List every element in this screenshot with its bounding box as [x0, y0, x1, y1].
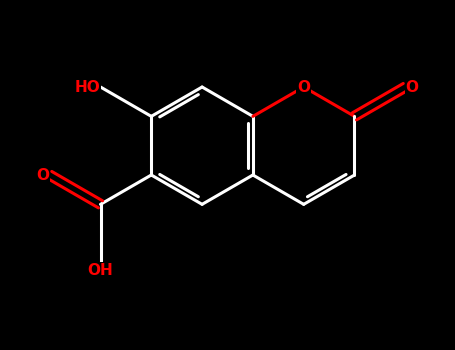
Text: HO: HO: [75, 79, 101, 94]
Text: O: O: [297, 79, 310, 94]
Text: O: O: [37, 168, 50, 182]
Text: O: O: [405, 79, 418, 94]
Text: OH: OH: [88, 263, 113, 278]
